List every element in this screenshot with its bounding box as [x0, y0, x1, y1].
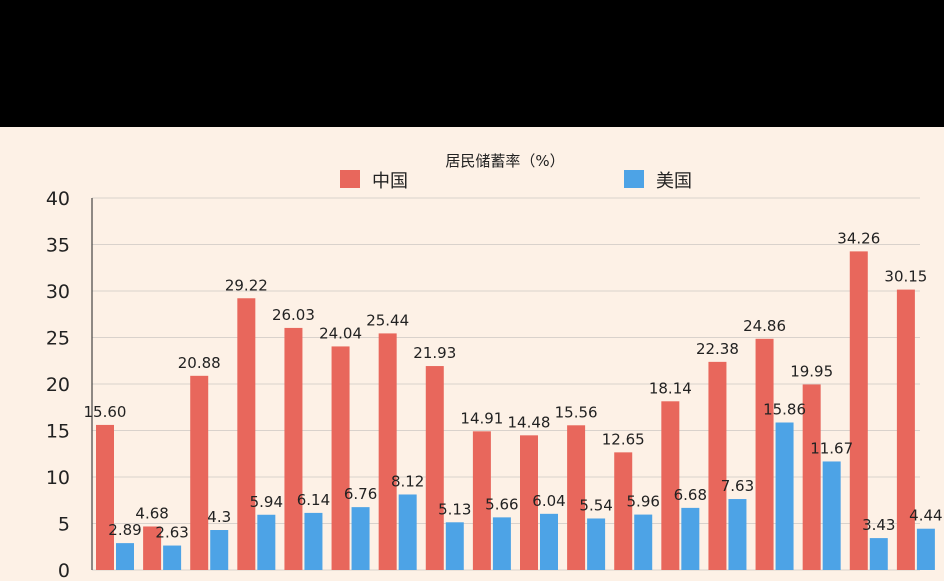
- bar-china: [708, 361, 727, 570]
- data-label-usa: 6.04: [532, 492, 565, 510]
- y-tick-label: 30: [46, 281, 70, 303]
- data-label-china: 20.88: [178, 354, 221, 372]
- data-label-usa: 15.86: [763, 401, 806, 419]
- bar-usa: [775, 422, 794, 570]
- bar-china: [614, 452, 633, 570]
- bar-china: [237, 298, 256, 570]
- y-tick-label: 10: [46, 467, 70, 489]
- bar-china: [896, 289, 915, 570]
- bar-china: [567, 425, 586, 570]
- bar-usa: [210, 530, 229, 570]
- data-label-china: 24.86: [743, 317, 786, 335]
- bar-china: [425, 366, 444, 570]
- bar-china: [143, 526, 162, 570]
- bar-china: [661, 401, 680, 570]
- bar-china: [96, 424, 114, 570]
- data-label-usa: 5.54: [579, 496, 612, 514]
- bar-china: [755, 338, 774, 570]
- data-label-china: 25.44: [366, 311, 409, 329]
- data-label-usa: 8.12: [391, 472, 424, 490]
- bar-china: [284, 327, 303, 570]
- bar-usa: [822, 461, 841, 570]
- bar-china: [520, 435, 538, 570]
- bar-china: [802, 384, 821, 570]
- y-tick-label: 0: [58, 560, 70, 581]
- legend-label-china: 中国: [372, 171, 408, 192]
- data-label-usa: 7.63: [721, 477, 754, 495]
- data-label-usa: 6.68: [674, 486, 707, 504]
- bar-usa: [398, 494, 417, 570]
- chart-title: 居民储蓄率（%）: [445, 152, 564, 170]
- bars: [96, 251, 935, 570]
- bar-usa: [681, 507, 700, 570]
- bar-usa: [916, 528, 935, 570]
- data-label-usa: 6.14: [297, 491, 330, 509]
- data-label-china: 30.15: [884, 268, 927, 286]
- data-label-usa: 2.89: [108, 521, 141, 539]
- data-label-china: 26.03: [272, 306, 315, 324]
- data-label-china: 12.65: [602, 430, 645, 448]
- bar-usa: [445, 522, 464, 570]
- legend: 中国 美国: [340, 170, 692, 192]
- y-axis: 0 5 10 15 20 25 30 35 40: [46, 188, 93, 581]
- bar-usa: [351, 507, 370, 570]
- bar-usa: [728, 499, 747, 570]
- data-label-usa: 2.63: [155, 524, 188, 542]
- data-label-china: 14.48: [508, 413, 551, 431]
- data-label-china: 14.91: [460, 409, 503, 427]
- data-label-usa: 5.96: [627, 493, 660, 511]
- bar-usa: [869, 538, 888, 570]
- bar-usa: [492, 517, 511, 570]
- bar-usa: [116, 543, 134, 570]
- data-label-china: 4.68: [135, 504, 168, 522]
- data-label-china: 34.26: [837, 229, 880, 247]
- data-label-china: 15.56: [555, 403, 598, 421]
- data-label-china: 15.60: [84, 403, 127, 421]
- data-label-usa: 5.66: [485, 495, 518, 513]
- bar-usa: [163, 545, 182, 570]
- data-label-china: 18.14: [649, 379, 692, 397]
- bar-usa: [257, 514, 276, 570]
- data-label-usa: 6.76: [344, 485, 377, 503]
- data-label-china: 19.95: [790, 362, 833, 380]
- y-tick-label: 25: [46, 328, 70, 350]
- data-label-china: 22.38: [696, 340, 739, 358]
- y-tick-label: 20: [46, 374, 70, 396]
- bar-usa: [634, 514, 653, 570]
- data-label-china: 21.93: [413, 344, 456, 362]
- bar-usa: [587, 518, 606, 570]
- bar-usa: [540, 513, 558, 570]
- data-label-china: 29.22: [225, 276, 268, 294]
- bar-china: [849, 251, 868, 570]
- data-label-usa: 4.3: [207, 508, 231, 526]
- bar-china: [331, 346, 350, 570]
- y-tick-label: 35: [46, 235, 70, 257]
- bar-china: [472, 431, 491, 570]
- bar-china: [378, 333, 397, 570]
- bar-china: [190, 375, 209, 570]
- legend-label-usa: 美国: [656, 171, 692, 192]
- y-tick-label: 15: [46, 421, 70, 443]
- legend-swatch-china: [340, 170, 360, 188]
- data-label-usa: 5.94: [250, 493, 283, 511]
- data-label-usa: 4.44: [909, 507, 942, 525]
- bar-usa: [304, 512, 323, 570]
- data-label-usa: 3.43: [862, 516, 895, 534]
- data-label-usa: 5.13: [438, 500, 471, 518]
- legend-swatch-usa: [624, 170, 644, 188]
- data-label-china: 24.04: [319, 324, 362, 342]
- data-label-usa: 11.67: [810, 439, 853, 457]
- y-tick-label: 5: [58, 514, 70, 536]
- y-tick-label: 40: [46, 188, 70, 210]
